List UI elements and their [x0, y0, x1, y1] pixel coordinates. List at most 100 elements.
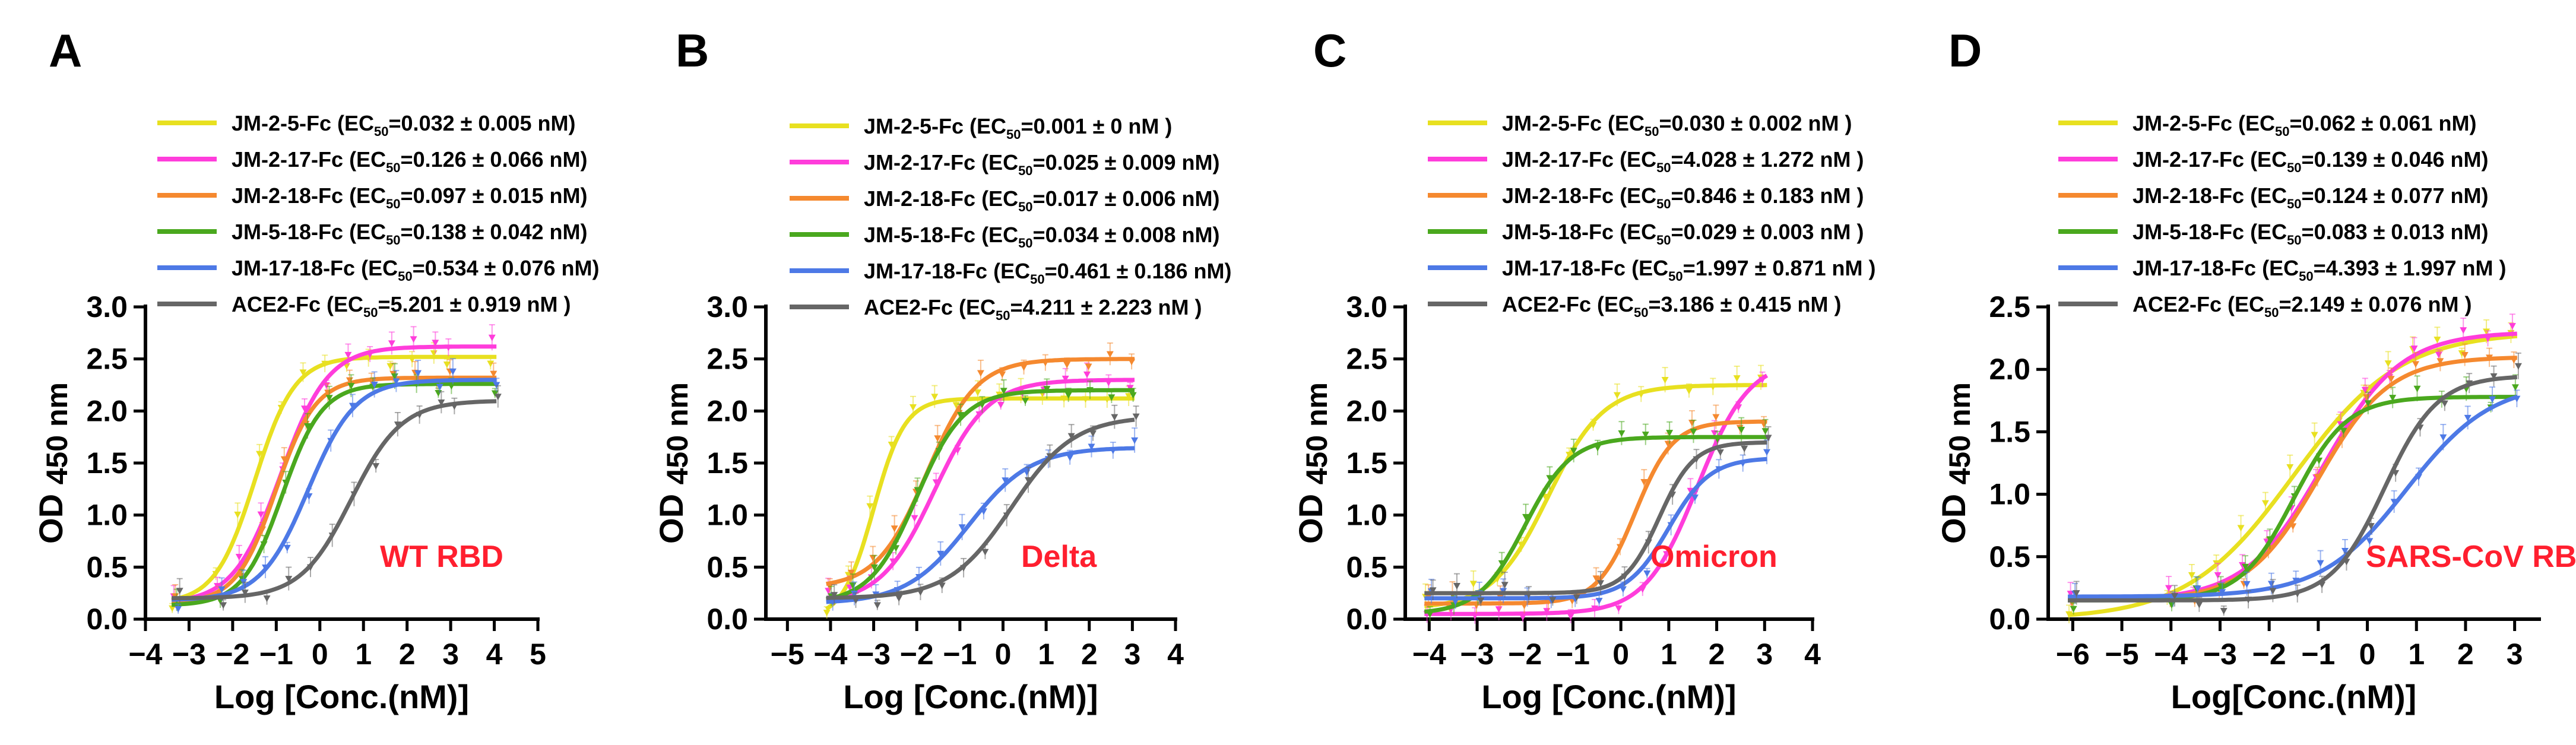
- fit-curve: [2068, 375, 2518, 603]
- legend-entry: JM-2-18-Fc (EC50=0.097 ± 0.015 nM): [232, 183, 587, 211]
- data-point: [914, 487, 921, 494]
- x-tick-label: −4: [128, 638, 162, 671]
- legend-series-name: JM-2-5-Fc: [1502, 111, 1602, 135]
- y-tick-label: 0.0: [706, 603, 748, 636]
- data-point: [218, 586, 226, 593]
- data-point: [1615, 605, 1623, 612]
- data-point: [1519, 614, 1527, 621]
- y-axis-label: OD 450 nm: [1292, 382, 1333, 544]
- legend-entry: ACE2-Fc (EC50=3.186 ± 0.415 nM ): [1502, 292, 1841, 320]
- legend-entry: JM-17-18-Fc (EC50=4.393 ± 1.997 nM ): [2133, 256, 2507, 284]
- x-tick-label: 2: [1081, 638, 1098, 671]
- data-point: [350, 491, 358, 498]
- x-tick-label: 0: [312, 638, 328, 671]
- data-point: [2486, 354, 2493, 362]
- data-point: [2413, 385, 2421, 392]
- data-point: [1666, 430, 1674, 437]
- data-point: [2387, 376, 2395, 383]
- legend-entry: JM-17-18-Fc (EC50=1.997 ± 0.871 nM ): [1502, 256, 1876, 284]
- data-point: [257, 511, 265, 518]
- legend-series-name: JM-17-18-Fc: [864, 259, 987, 283]
- x-tick-label: −1: [259, 638, 293, 671]
- data-point: [1639, 586, 1646, 593]
- data-point: [2261, 500, 2269, 507]
- data-point: [451, 403, 458, 410]
- data-point: [1132, 413, 1140, 420]
- data-point: [1669, 492, 1677, 499]
- legend-ec50-value: =5.201 ± 0.919 nM ): [378, 292, 571, 316]
- data-point: [977, 370, 984, 377]
- data-point: [1085, 363, 1092, 370]
- y-tick-label: 1.0: [1989, 478, 2030, 511]
- data-point: [325, 395, 333, 402]
- data-point: [392, 378, 400, 385]
- x-tick-label: 0: [1612, 638, 1629, 671]
- x-axis-label: Log [Conc.(nM)]: [1481, 678, 1736, 715]
- legend-ec50-value: =1.997 ± 0.871 nM ): [1683, 256, 1876, 280]
- legend-entry: JM-2-5-Fc (EC50=0.001 ± 0 nM ): [864, 114, 1172, 142]
- y-tick-label: 1.0: [706, 499, 748, 532]
- data-point: [2364, 400, 2372, 407]
- data-point: [394, 421, 401, 429]
- data-point: [2461, 352, 2469, 359]
- data-point: [299, 369, 307, 376]
- x-tick-label: 2: [2457, 638, 2474, 671]
- data-point: [1129, 392, 1137, 399]
- data-point: [870, 564, 878, 571]
- data-point: [981, 549, 989, 556]
- data-point: [960, 565, 968, 572]
- data-point: [2293, 591, 2301, 598]
- data-point: [235, 554, 243, 561]
- data-point: [1693, 456, 1700, 463]
- data-point: [2311, 432, 2318, 439]
- data-point: [1546, 475, 1554, 482]
- data-point: [2513, 395, 2521, 402]
- x-tick-label: −3: [857, 638, 891, 671]
- y-axis-label-main: OD: [1292, 494, 1329, 544]
- legend-ec50-value: =0.139 ± 0.046 nM): [2302, 147, 2489, 172]
- data-point: [895, 595, 903, 602]
- legend-series-name: ACE2-Fc: [2133, 292, 2222, 316]
- data-point: [935, 448, 943, 455]
- data-point: [416, 411, 423, 419]
- y-tick-label: 2.0: [1346, 394, 1387, 427]
- x-tick-label: −1: [1556, 638, 1590, 671]
- legend-series-name: JM-5-18-Fc: [232, 220, 343, 244]
- data-point: [1691, 494, 1699, 502]
- data-point: [303, 423, 311, 430]
- y-tick-label: 0.5: [1346, 550, 1387, 584]
- legend-ec50-value: =0.124 ± 0.077 nM): [2302, 183, 2489, 208]
- data-point: [306, 564, 314, 571]
- legend-ec50-value: =0.001 ± 0 nM ): [1021, 114, 1173, 138]
- data-point: [2338, 436, 2346, 443]
- x-tick-label: −5: [771, 638, 804, 671]
- legend-entry: JM-17-18-Fc (EC50=0.534 ± 0.076 nM): [232, 256, 600, 284]
- y-axis-label: OD 450 nm: [652, 382, 694, 544]
- y-tick-label: 0.5: [1989, 540, 2030, 573]
- data-point: [1758, 376, 1766, 383]
- y-axis-label: OD 450 nm: [1935, 382, 1976, 544]
- legend-series-name: JM-2-18-Fc: [1502, 183, 1614, 208]
- data-point: [2266, 536, 2274, 543]
- x-tick-label: 0: [2359, 638, 2376, 671]
- data-point: [1066, 454, 1074, 461]
- data-point: [848, 569, 856, 576]
- data-point: [388, 340, 395, 347]
- data-point: [2343, 559, 2350, 566]
- data-point: [1597, 580, 1605, 587]
- data-point: [1667, 522, 1675, 529]
- data-point: [1003, 512, 1010, 519]
- data-point: [1761, 428, 1769, 435]
- data-point: [1690, 429, 1697, 436]
- data-point: [2489, 396, 2496, 403]
- legend-ec50-value: =3.186 ± 0.415 nM ): [1649, 292, 1842, 316]
- data-point: [1522, 513, 1530, 521]
- x-tick-label: −2: [1508, 638, 1542, 671]
- data-point: [2214, 572, 2222, 579]
- data-point: [175, 605, 182, 613]
- data-point: [1064, 392, 1072, 399]
- x-tick-label: 3: [442, 638, 459, 671]
- data-point: [2242, 563, 2249, 570]
- data-point: [176, 588, 183, 595]
